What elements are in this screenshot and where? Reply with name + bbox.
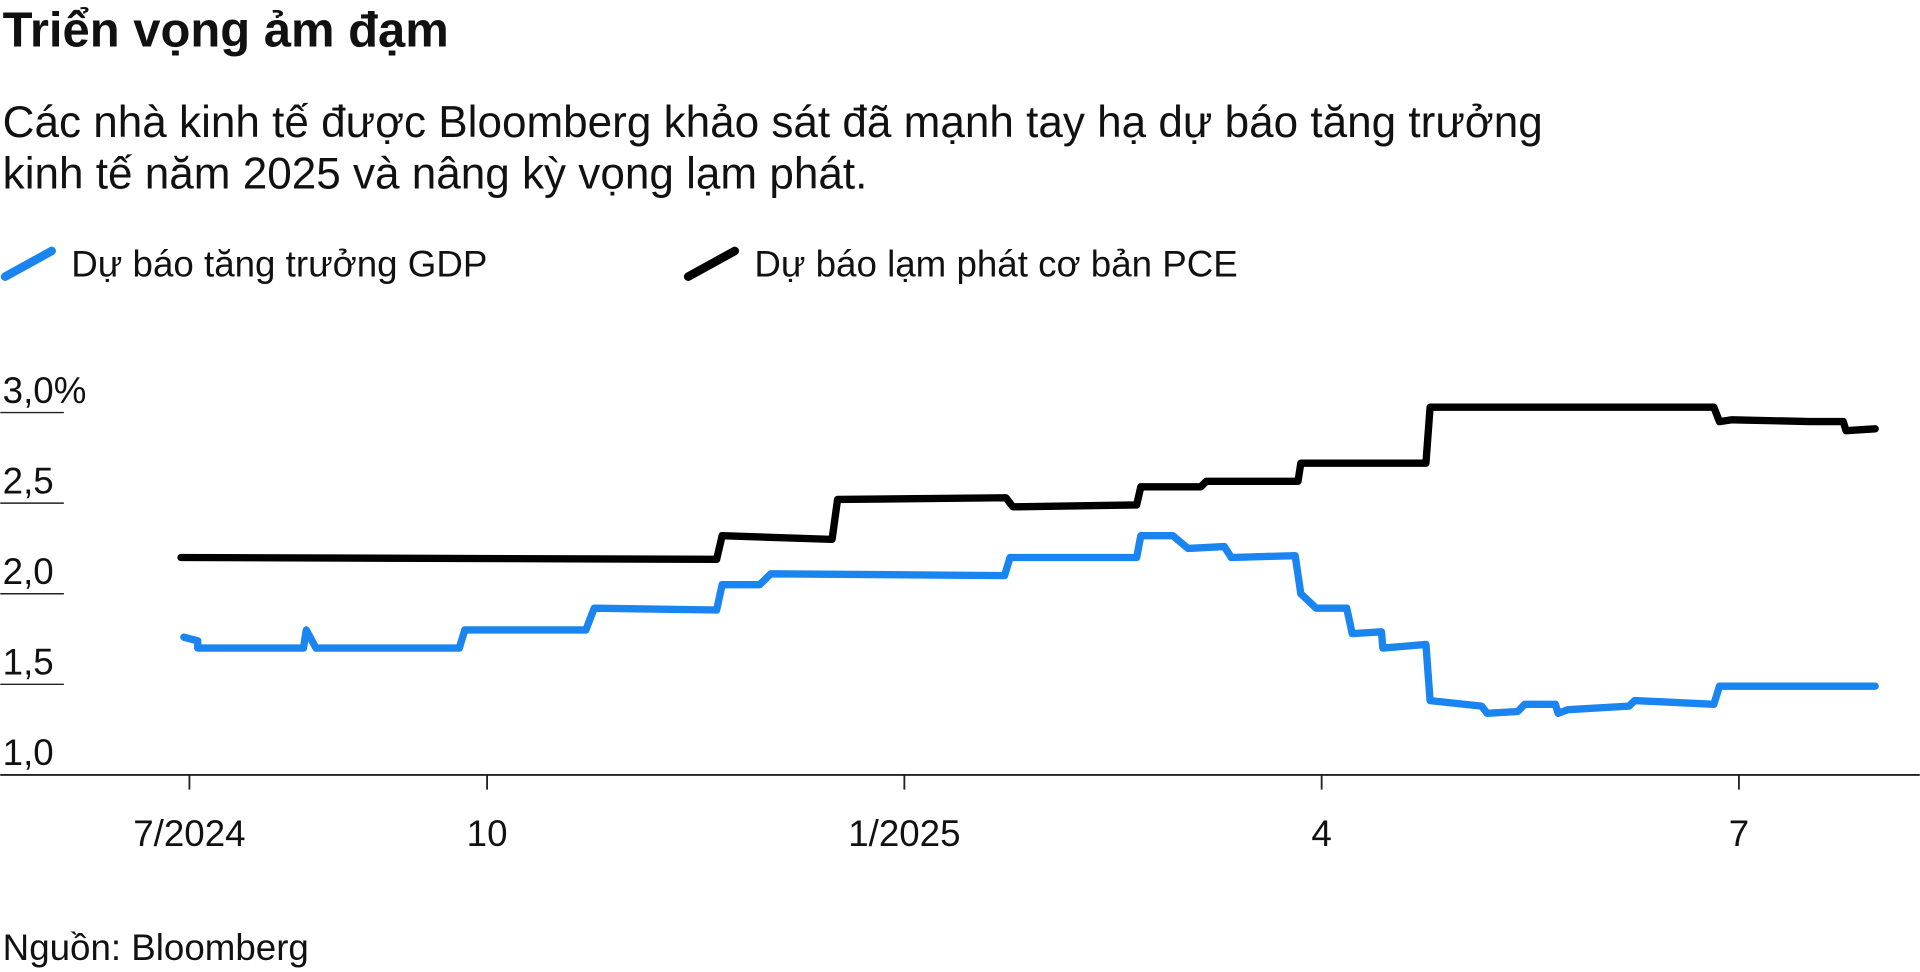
subtitle: Các nhà kinh tế được Bloomberg khảo sát … [3,98,1543,147]
y-tick-label: 3,0% [3,370,87,411]
x-tick-label: 7/2024 [133,813,245,854]
y-tick-label: 1,0 [3,732,54,773]
line-series [180,532,1879,718]
subtitle: kinh tế năm 2025 và nâng kỳ vọng lạm phá… [3,150,868,199]
line-series [177,403,1879,564]
source: Nguồn: Bloomberg [3,927,309,968]
y-tick-label: 2,0 [3,551,54,592]
chart-title: Triển vọng ảm đạm [3,4,449,58]
x-tick-label: 1/2025 [848,813,960,854]
y-tick-label: 1,5 [3,642,54,683]
x-tick-label: 7 [1729,813,1749,854]
legend-label: Dự báo lạm phát cơ bản PCE [754,244,1237,285]
x-tick-label: 4 [1311,813,1331,854]
legend-label: Dự báo tăng trưởng GDP [71,244,487,285]
legend-swatch [683,246,740,281]
x-tick-label: 10 [467,813,508,854]
y-tick-label: 2,5 [3,460,54,501]
legend-swatch [0,246,56,281]
